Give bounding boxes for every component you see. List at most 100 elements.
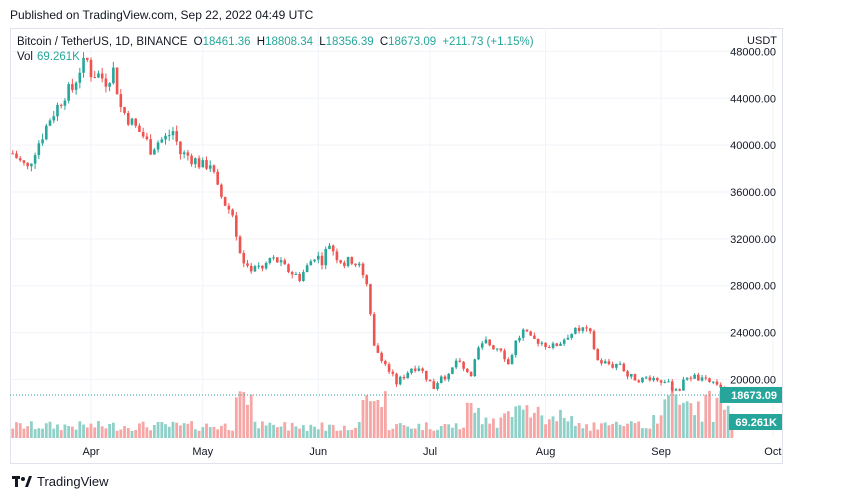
candle-body — [216, 171, 219, 185]
volume-bar — [253, 421, 257, 438]
volume-bar — [477, 407, 480, 438]
candle-body — [249, 265, 253, 272]
candle-body — [242, 252, 246, 264]
volume-bar — [398, 423, 402, 438]
volume-bar — [134, 429, 138, 438]
volume-bar — [730, 424, 734, 438]
volume-bar — [577, 423, 581, 438]
candle-body — [369, 284, 372, 315]
volume-bar — [123, 426, 126, 438]
volume-bar — [432, 430, 436, 438]
volume-bar — [246, 404, 249, 438]
candle-body — [622, 363, 626, 372]
price-label-badge: 18673.09 — [720, 386, 782, 403]
candle-body — [59, 104, 63, 106]
volume-bar — [171, 421, 175, 438]
candle-body — [93, 77, 97, 79]
candle-body — [670, 381, 674, 391]
candle-body — [22, 160, 26, 163]
candle-body — [186, 152, 190, 156]
volume-bar — [685, 401, 689, 438]
volume-bar — [160, 422, 164, 438]
candle-body — [149, 139, 152, 155]
volume-bar — [495, 427, 499, 438]
volume-bar — [145, 427, 149, 438]
candle-body — [514, 340, 518, 356]
candle-body — [585, 327, 588, 329]
high-value: 18808.34 — [265, 36, 314, 48]
candle-body — [357, 263, 361, 266]
volume-bar — [600, 423, 603, 438]
volume-bar — [279, 426, 283, 438]
candle-body — [525, 329, 529, 332]
volume-bar — [305, 430, 309, 438]
volume-bar — [674, 394, 678, 438]
volume-bar — [82, 424, 85, 438]
volume-bar — [726, 405, 730, 438]
volume-bar — [126, 428, 130, 438]
candle-body — [208, 165, 212, 169]
volume-bar — [544, 424, 547, 438]
candle-body — [704, 377, 708, 379]
volume-bar — [503, 413, 506, 438]
candle-body — [398, 376, 402, 385]
volume-bar — [164, 424, 167, 438]
candle-body — [331, 245, 335, 252]
volume-bar — [290, 422, 294, 438]
candle-body — [425, 370, 428, 380]
candle-body — [123, 107, 126, 114]
candle-body — [719, 384, 722, 388]
volume-bar — [402, 425, 406, 438]
candle-body — [354, 263, 357, 266]
volume-bar — [342, 425, 346, 438]
y-tick-label: 20000.00 — [730, 374, 776, 386]
candle-body — [484, 339, 488, 344]
volume-bar — [469, 403, 473, 438]
volume-bar — [234, 397, 238, 438]
volume-bar — [711, 421, 715, 438]
volume-bar — [723, 409, 726, 438]
volume-bar — [354, 427, 357, 438]
volume-bar — [149, 430, 153, 438]
candle-body — [533, 335, 536, 339]
volume-bar — [704, 394, 708, 438]
volume-bar — [33, 429, 37, 438]
volume-bar — [111, 422, 115, 438]
volume-bar — [167, 426, 171, 438]
volume-bar — [67, 426, 71, 438]
volume-bar — [525, 405, 529, 438]
volume-bar — [566, 421, 570, 438]
candle-body — [492, 345, 495, 350]
volume-bar — [298, 428, 302, 438]
candle-body — [67, 84, 70, 101]
volume-bar — [339, 430, 343, 438]
candle-body — [298, 274, 301, 281]
volume-bar — [641, 428, 644, 438]
candle-body — [104, 78, 108, 87]
volume-bar — [380, 407, 384, 438]
volume-bar — [29, 421, 33, 438]
volume-bar — [506, 411, 510, 438]
currency-label: USDT — [747, 35, 777, 47]
x-tick-label: Sep — [651, 446, 671, 458]
footer-brand: TradingView — [37, 474, 109, 489]
volume-bar — [242, 391, 246, 438]
volume-bar — [663, 399, 667, 438]
price-chart[interactable]: 48000.00 44000.00 40000.00 36000.00 32000.00… — [10, 28, 783, 464]
volume-bar — [316, 429, 320, 438]
volume-bar — [152, 424, 156, 438]
volume-bar — [346, 430, 350, 438]
volume-bar — [465, 402, 469, 438]
candle-body — [305, 265, 309, 273]
volume-bar — [15, 422, 18, 438]
candle-body — [41, 139, 44, 144]
volume-bar — [283, 422, 287, 438]
volume-bar — [89, 423, 93, 438]
candle-body — [544, 342, 547, 348]
candle-body — [287, 264, 290, 273]
volume-bar — [406, 426, 410, 438]
volume-bar — [52, 428, 56, 438]
candle-body — [603, 361, 607, 364]
candle-body — [290, 272, 294, 275]
volume-bar — [376, 399, 380, 438]
